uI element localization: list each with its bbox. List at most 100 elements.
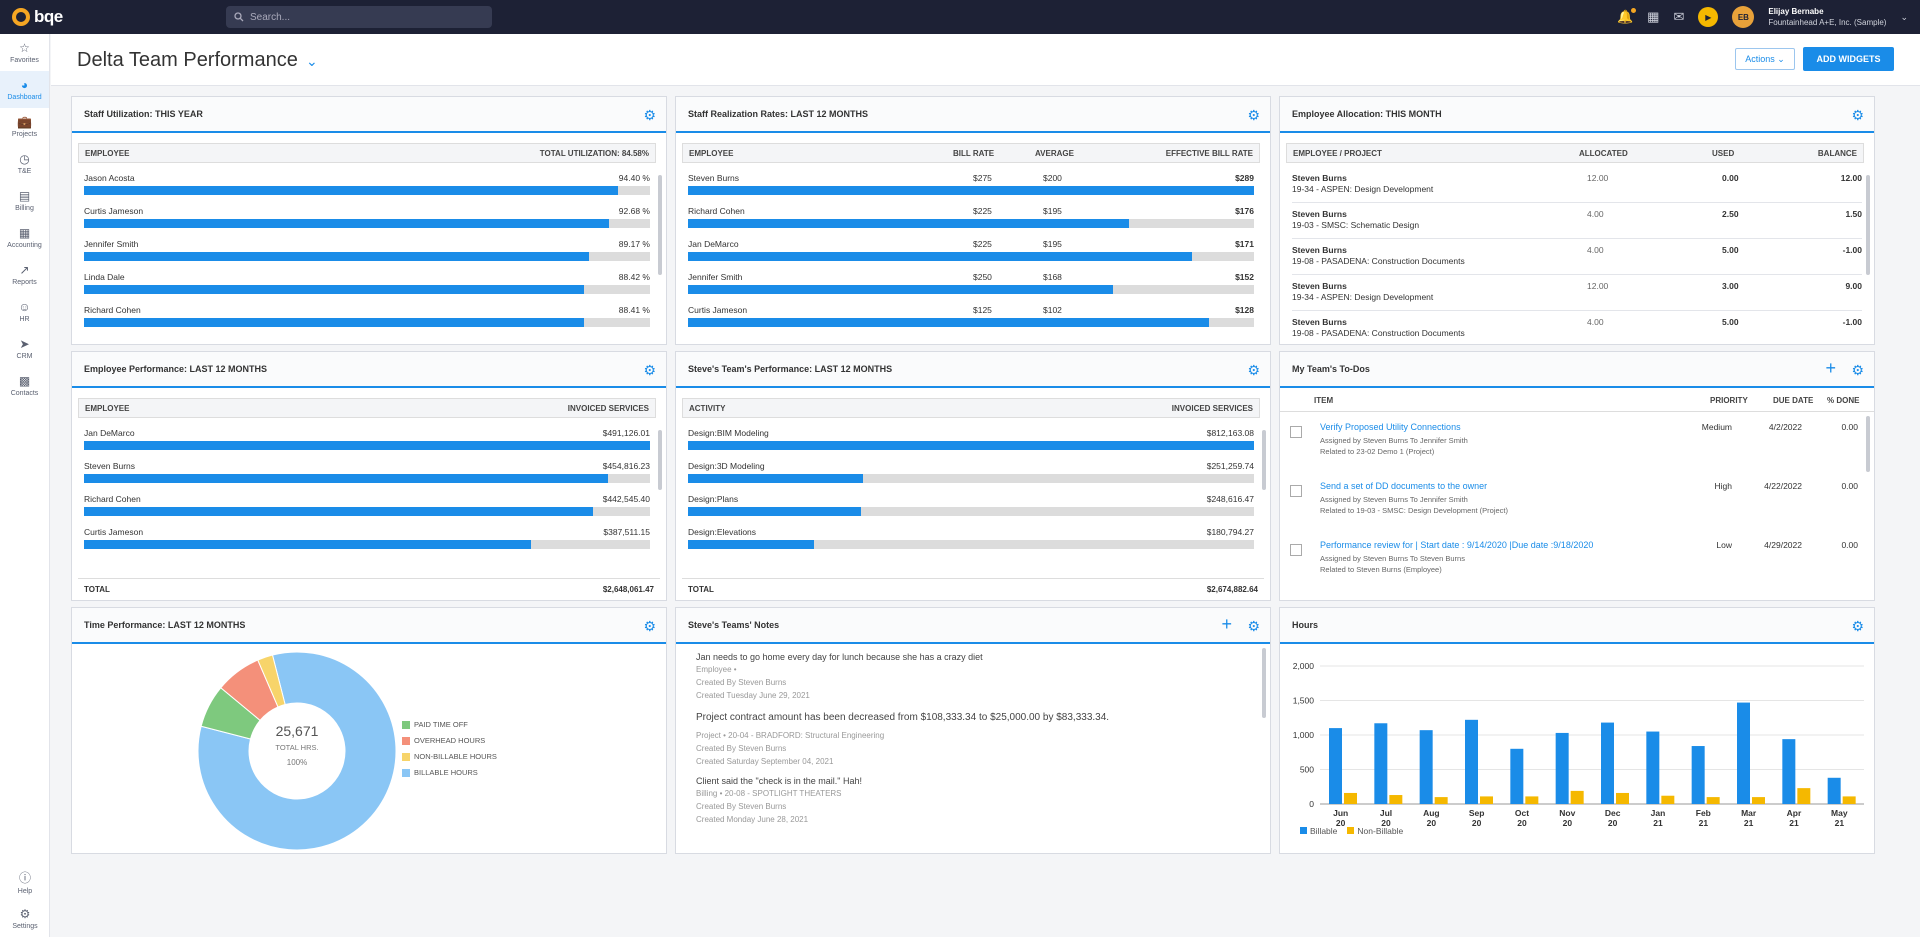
column-header: ACTIVITY [689,403,726,413]
search-input[interactable] [250,11,470,23]
filter-icon[interactable]: ⚙ [1851,618,1864,634]
effective-rate: $152 [1235,272,1254,282]
sidebar-item-hr[interactable]: ☺ HR [0,293,49,330]
sidebar-item-favorites[interactable]: ☆ Favorites [0,34,49,71]
donut-slice[interactable] [197,651,397,851]
progress-bar [688,285,1254,294]
sidebar-item-crm[interactable]: ➤ CRM [0,330,49,367]
filter-icon[interactable]: ⚙ [1247,107,1260,123]
non-billable-bar[interactable] [1616,792,1629,804]
billable-bar[interactable] [1374,723,1388,804]
non-billable-bar[interactable] [1797,788,1811,804]
filter-icon[interactable]: ⚙ [1851,362,1864,378]
filter-icon[interactable]: ⚙ [643,362,656,378]
progress-fill [688,441,1254,450]
x-tick-label: Oct [1515,808,1529,818]
widget-title: Staff Realization Rates: LAST 12 MONTHS [688,109,869,119]
non-billable-bar[interactable] [1570,790,1584,804]
row-label: Curtis Jameson [84,206,144,216]
non-billable-bar[interactable] [1525,796,1539,804]
user-info[interactable]: Elijay Bernabe Fountainhead A+E, Inc. (S… [1768,6,1886,28]
widget-title: Hours [1292,620,1319,630]
chevron-down-icon[interactable]: ⌄ [306,53,318,69]
sidebar-item-te[interactable]: ◷ T&E [0,145,49,182]
table-row: Steven Burns $275 $200 $289 [688,167,1254,200]
sidebar-item-settings[interactable]: ⚙ Settings [0,900,50,937]
bill-rate: $275 [973,173,992,183]
non-billable-bar[interactable] [1480,796,1493,804]
todo-checkbox[interactable] [1290,485,1302,497]
billable-bar[interactable] [1329,728,1342,804]
billable-bar[interactable] [1419,730,1433,804]
play-icon[interactable]: ▶ [1698,7,1719,27]
actions-button[interactable]: Actions ⌄ [1735,48,1795,70]
todo-link[interactable]: Send a set of DD documents to the owner [1320,481,1488,491]
row-label: Steven Burns [688,173,740,183]
scrollbar[interactable] [658,175,662,275]
sidebar-item-help[interactable]: ⓘ Help [0,863,50,900]
bell-icon[interactable]: 🔔 [1617,8,1637,25]
chevron-down-icon[interactable]: ⌄ [1900,11,1908,22]
non-billable-bar[interactable] [1752,797,1765,804]
billable-bar[interactable] [1646,731,1660,804]
chart-icon: ↗ [19,263,30,277]
billable-bar[interactable] [1465,719,1478,804]
sidebar-item-reports[interactable]: ↗ Reports [0,256,49,293]
billable-bar[interactable] [1601,722,1614,804]
scrollbar[interactable] [1866,416,1870,472]
billable-bar[interactable] [1737,702,1750,804]
bqe-logo[interactable]: bqe [12,7,222,27]
add-icon[interactable]: + [1825,358,1836,378]
scrollbar[interactable] [1262,648,1266,718]
scrollbar[interactable] [1866,175,1870,275]
filter-icon[interactable]: ⚙ [643,618,656,634]
non-billable-bar[interactable] [1842,796,1856,804]
todo-checkbox[interactable] [1290,426,1302,438]
todo-checkbox[interactable] [1290,544,1302,556]
row-label: Jennifer Smith [84,239,139,249]
sidebar-item-dashboard[interactable]: ◕ Dashboard [0,71,49,108]
todo-related: Related to 19-03 - SMSC: Design Developm… [1320,506,1508,515]
note-date: Created Monday June 28, 2021 [696,815,809,824]
filter-icon[interactable]: ⚙ [1851,107,1864,123]
x-tick-label: Jun [1333,808,1348,818]
bill-rate: $225 [973,239,992,249]
row-label: Design:Plans [688,494,739,504]
add-icon[interactable]: + [1221,614,1232,634]
billable-bar[interactable] [1782,739,1796,804]
employee-name: Steven Burns [1292,245,1347,255]
non-billable-bar[interactable] [1389,795,1403,804]
non-billable-bar[interactable] [1344,792,1357,804]
search-box[interactable] [226,6,492,28]
non-billable-bar[interactable] [1661,795,1675,804]
row-value: 89.17 % [618,239,650,249]
sidebar-item-projects[interactable]: 💼 Projects [0,108,49,145]
sidebar-item-contacts[interactable]: ▩ Contacts [0,367,49,404]
non-billable-bar[interactable] [1706,797,1720,804]
x-tick-label: Feb [1696,808,1711,818]
non-billable-bar[interactable] [1434,797,1448,804]
billable-bar[interactable] [1555,732,1569,804]
filter-icon[interactable]: ⚙ [643,107,656,123]
scrollbar[interactable] [658,430,662,490]
sidebar-item-accounting[interactable]: ▦ Accounting [0,219,49,256]
row-label: Jan DeMarco [688,239,739,249]
todo-link[interactable]: Verify Proposed Utility Connections [1320,422,1461,432]
add-widgets-button[interactable]: ADD WIDGETS [1803,47,1894,71]
chart-legend: Billable Non-Billable [1300,826,1403,836]
progress-fill [688,507,862,516]
avatar[interactable]: EB [1732,6,1755,28]
todo-link[interactable]: Performance review for | Start date : 9/… [1320,540,1594,550]
sidebar-item-billing[interactable]: ▤ Billing [0,182,49,219]
scrollbar[interactable] [1262,430,1266,490]
billable-bar[interactable] [1827,777,1841,804]
chat-icon[interactable]: ✉ [1673,9,1685,24]
billable-bar[interactable] [1691,746,1705,804]
billable-bar[interactable] [1510,748,1524,804]
calendar-icon[interactable]: ▦ [1647,9,1660,24]
filter-icon[interactable]: ⚙ [1247,362,1260,378]
filter-icon[interactable]: ⚙ [1247,618,1260,634]
donut-slice[interactable] [257,654,286,708]
team-notes-widget: Steve's Teams' Notes + ⚙ Jan needs to go h… [675,607,1271,854]
row-label: Design:BIM Modeling [688,428,769,438]
